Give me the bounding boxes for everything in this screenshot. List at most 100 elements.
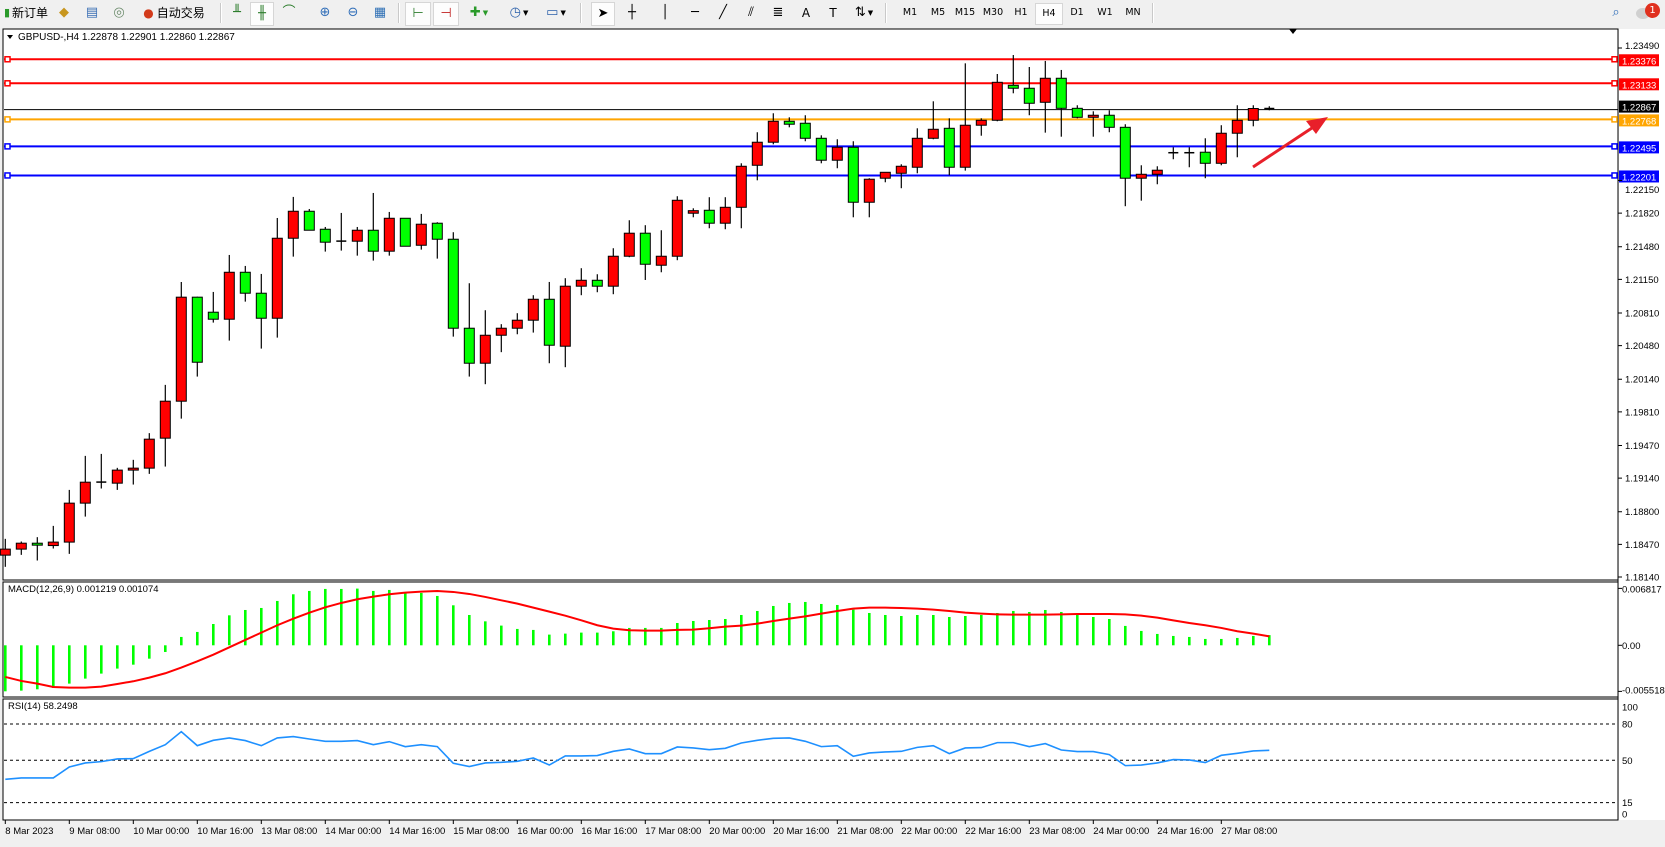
macd-histogram-bar	[1124, 625, 1127, 646]
chart-window[interactable]: 1.22867 1.23376 1.23133 1.22768 1.22495 1.222…	[0, 27, 1665, 844]
candle	[303, 208, 315, 231]
auto-scroll-icon[interactable]: ⊢	[405, 2, 431, 26]
candle	[639, 225, 651, 280]
macd-histogram-bar	[948, 616, 951, 646]
candle	[607, 248, 619, 295]
templates-icon[interactable]: ▭ ▼	[540, 2, 572, 24]
time-axis-label: 9 Mar 08:00	[69, 826, 120, 837]
fibonacci-icon[interactable]: ≣	[772, 5, 784, 20]
level-price-label: 1.22201	[1622, 172, 1656, 183]
period-h4[interactable]: H4	[1035, 3, 1063, 25]
macd-histogram-bar	[740, 614, 743, 646]
period-mn[interactable]: MN	[1125, 7, 1141, 18]
indicators-icon[interactable]: ✚ ▼	[464, 2, 494, 24]
market-watch-icon[interactable]: ◆	[59, 5, 69, 20]
candle	[1119, 124, 1131, 207]
text-icon[interactable]: A	[801, 6, 811, 20]
text-label-icon[interactable]: T	[829, 6, 837, 20]
candle-body	[847, 146, 859, 203]
horizontal-line-icon[interactable]: ─	[691, 5, 699, 20]
arrows-icon[interactable]: ⇅ ▼	[850, 2, 878, 24]
period-w1[interactable]: W1	[1097, 7, 1113, 18]
candle-body	[511, 319, 523, 329]
period-m15[interactable]: M15	[954, 7, 976, 18]
macd-histogram-bar	[404, 592, 407, 646]
level-right-handle	[1611, 80, 1618, 87]
level-price-label: 1.22768	[1622, 116, 1656, 127]
candle-body	[63, 502, 75, 543]
period-h1[interactable]: H1	[1014, 7, 1028, 18]
navigator-signal-icon[interactable]: ◎	[113, 5, 125, 20]
macd-histogram-bar	[596, 632, 599, 646]
vertical-line-icon[interactable]: │	[661, 5, 669, 20]
candle	[415, 213, 427, 250]
candlestick-chart-icon[interactable]: ╫	[250, 2, 274, 26]
time-axis-label: 24 Mar 16:00	[1157, 826, 1213, 837]
candle	[336, 212, 347, 251]
periods-clock-icon[interactable]: ◷ ▼	[504, 2, 534, 24]
equidistant-channel-icon[interactable]: ⫽	[748, 5, 754, 20]
time-axis-label: 13 Mar 08:00	[261, 826, 317, 837]
price-tick-label: 1.21480	[1625, 242, 1659, 253]
candle	[591, 274, 603, 293]
macd-histogram-bar	[244, 609, 247, 646]
candle-body	[47, 541, 59, 547]
candle-body	[15, 542, 27, 550]
candle-body	[991, 81, 1003, 121]
macd-histogram-bar	[148, 645, 151, 659]
macd-histogram-bar	[1108, 618, 1111, 646]
candle	[351, 226, 363, 256]
trendline-icon[interactable]: ╱	[719, 5, 727, 20]
chart-menu-triangle-icon[interactable]	[7, 35, 13, 39]
candle-body	[719, 206, 731, 224]
main-price-panel	[2, 28, 1619, 581]
data-window-icon[interactable]: ▤	[85, 5, 99, 20]
price-tick-label: 1.18800	[1625, 507, 1659, 518]
period-m30[interactable]: M30	[982, 7, 1004, 18]
candle-body	[943, 127, 955, 168]
macd-histogram-bar	[852, 609, 855, 646]
search-icon[interactable]: ⌕	[1612, 5, 1620, 20]
candle	[687, 208, 699, 218]
macd-histogram-bar	[532, 629, 535, 646]
crosshair-icon[interactable]: ┼	[628, 5, 636, 20]
time-axis-label: 27 Mar 08:00	[1221, 826, 1277, 837]
chart-canvas[interactable]: 1.22867 1.23376 1.23133 1.22768 1.22495 1.222…	[0, 27, 1665, 844]
candle-body	[495, 327, 507, 336]
level-left-handle	[4, 172, 11, 179]
macd-histogram-bar	[1172, 635, 1175, 646]
zoom-in-icon[interactable]: ⊕	[319, 5, 331, 20]
candle-body	[399, 217, 411, 247]
macd-signal-line	[5, 589, 1270, 689]
macd-histogram-bar	[452, 605, 455, 646]
chart-shift-icon[interactable]: ⊣	[433, 2, 459, 26]
macd-histogram-bar	[724, 618, 727, 646]
candle	[207, 291, 219, 323]
bar-chart-icon[interactable]: ╨	[233, 5, 241, 20]
candle-body	[831, 146, 843, 161]
zoom-out-icon[interactable]: ⊖	[347, 5, 359, 20]
notifications-button[interactable]: 1	[1632, 2, 1662, 24]
macd-histogram-bar	[292, 594, 295, 646]
period-m1[interactable]: M1	[902, 7, 918, 18]
candle	[431, 222, 443, 259]
macd-histogram-bar	[708, 619, 711, 646]
candle-body	[1247, 108, 1259, 121]
cursor-icon[interactable]: ➤	[591, 2, 615, 26]
candle	[623, 220, 635, 258]
period-d1[interactable]: D1	[1070, 7, 1084, 18]
period-m5[interactable]: M5	[930, 7, 946, 18]
auto-trading-button[interactable]: ● 自动交易	[134, 2, 214, 24]
chart-shift-marker-icon[interactable]	[1289, 29, 1297, 34]
candle-body	[1007, 84, 1019, 89]
macd-histogram-bar	[772, 605, 775, 646]
candle-body	[31, 542, 43, 546]
candle	[751, 132, 763, 181]
line-chart-icon[interactable]: ⌒	[282, 5, 296, 20]
annotation-arrow-shaft	[1252, 122, 1319, 169]
tile-windows-icon[interactable]: ▦	[373, 5, 387, 20]
macd-histogram-bar	[868, 612, 871, 646]
candle-body	[1135, 173, 1147, 179]
new-order-button[interactable]: ▮ 新订单	[2, 2, 50, 24]
macd-histogram-bar	[196, 631, 199, 646]
